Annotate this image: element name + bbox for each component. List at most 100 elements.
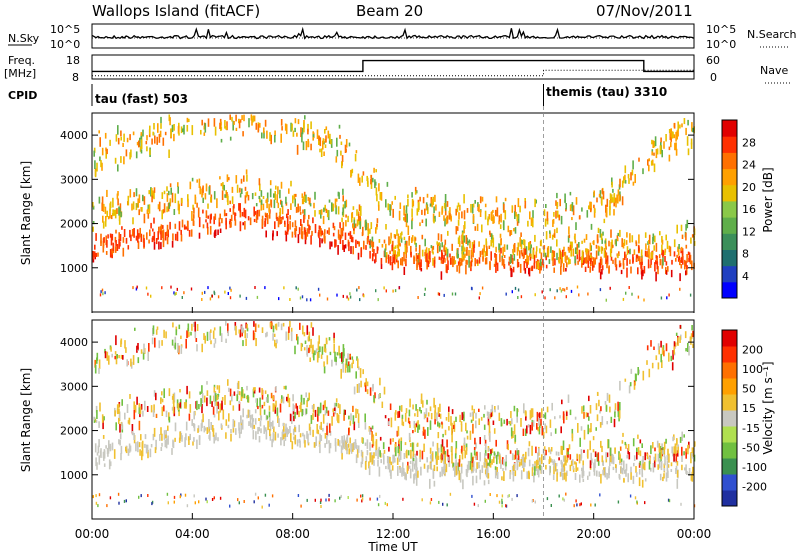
echo-cell — [333, 343, 335, 354]
colorbar-segment — [722, 152, 737, 170]
echo-cell — [133, 432, 135, 440]
echo-cell — [371, 444, 374, 448]
echo-cell — [118, 417, 120, 425]
echo-cell — [408, 237, 410, 246]
echo-cell — [307, 433, 309, 444]
echo-cell — [317, 413, 319, 422]
echo-cell — [365, 245, 367, 250]
echo-cell — [140, 233, 143, 242]
echo-cell — [503, 471, 505, 481]
echo-cell — [101, 147, 104, 156]
echo-cell — [624, 180, 627, 184]
echo-cell — [624, 378, 627, 382]
colorbar-segment — [722, 281, 737, 299]
echo-cell — [545, 449, 547, 456]
echo-cell — [556, 192, 558, 199]
echo-cell — [138, 420, 141, 431]
echo-cell — [599, 259, 602, 268]
echo-cell — [397, 233, 400, 244]
y-tick-label: 1000 — [60, 262, 88, 275]
echo-cell — [230, 288, 232, 292]
echo-cell — [412, 430, 414, 434]
echo-cell — [320, 148, 323, 157]
echo-cell — [602, 462, 604, 466]
echo-cell — [118, 411, 121, 420]
echo-cell — [592, 436, 595, 441]
echo-cell — [258, 178, 261, 186]
echo-cell — [635, 466, 637, 473]
echo-cell — [325, 135, 327, 143]
echo-cell — [299, 405, 301, 410]
echo-cell — [552, 251, 555, 260]
echo-cell — [559, 198, 561, 207]
echo-cell — [463, 194, 465, 204]
echo-cell — [648, 245, 650, 255]
echo-cell — [608, 468, 610, 479]
echo-cell — [210, 329, 212, 333]
echo-cell — [458, 264, 461, 274]
echo-cell — [136, 396, 138, 405]
echo-cell — [423, 463, 426, 469]
echo-cell — [532, 250, 534, 259]
echo-cell — [615, 464, 617, 469]
echo-cell — [590, 201, 592, 211]
echo-cell — [419, 262, 421, 268]
echo-cell — [376, 223, 378, 227]
echo-cell — [361, 494, 364, 498]
echo-cell — [487, 473, 490, 479]
echo-cell — [671, 259, 673, 265]
echo-cell — [113, 449, 116, 459]
echo-cell — [505, 504, 508, 508]
echo-cell — [483, 424, 486, 430]
echo-cell — [606, 255, 609, 265]
echo-cell — [363, 294, 365, 298]
echo-cell — [160, 116, 162, 124]
echo-cell — [240, 425, 242, 434]
echo-cell — [151, 337, 154, 345]
echo-cell — [198, 178, 201, 188]
echo-cell — [187, 323, 190, 332]
echo-cell — [164, 131, 167, 136]
echo-cell — [238, 119, 240, 124]
echo-cell — [419, 407, 421, 412]
echo-cell — [517, 198, 520, 208]
echo-cell — [648, 234, 651, 245]
echo-cell — [462, 232, 464, 241]
echo-cell — [456, 205, 459, 213]
echo-cell — [342, 240, 344, 250]
echo-cell — [229, 286, 231, 290]
echo-cell — [215, 401, 218, 406]
echo-cell — [185, 433, 187, 441]
echo-cell — [155, 238, 158, 245]
echo-cell — [306, 400, 308, 408]
echo-cell — [361, 451, 364, 462]
echo-cell — [532, 463, 534, 471]
echo-cell — [233, 204, 235, 209]
echo-cell — [479, 292, 481, 296]
echo-cell — [604, 401, 607, 405]
echo-cell — [587, 292, 589, 296]
echo-cell — [625, 469, 627, 477]
echo-cell — [266, 130, 268, 139]
echo-cell — [319, 148, 321, 153]
echo-cell — [310, 143, 312, 151]
echo-cell — [543, 247, 545, 257]
echo-cell — [321, 238, 323, 242]
echo-cell — [458, 235, 461, 245]
echo-cell — [526, 254, 528, 265]
echo-cell — [462, 242, 464, 252]
echo-cell — [519, 237, 521, 247]
echo-cell — [532, 472, 535, 478]
echo-cell — [668, 146, 671, 151]
echo-cell — [642, 463, 645, 469]
echo-cell — [280, 199, 282, 205]
x-tick-label: 16:00 — [476, 527, 511, 541]
echo-cell — [652, 442, 654, 449]
echo-cell — [691, 234, 694, 238]
echo-cell — [523, 460, 525, 469]
echo-cell — [235, 127, 238, 131]
echo-cell — [465, 264, 467, 275]
echo-cell — [480, 416, 483, 421]
echo-cell — [331, 202, 333, 212]
echo-cell — [335, 198, 338, 202]
